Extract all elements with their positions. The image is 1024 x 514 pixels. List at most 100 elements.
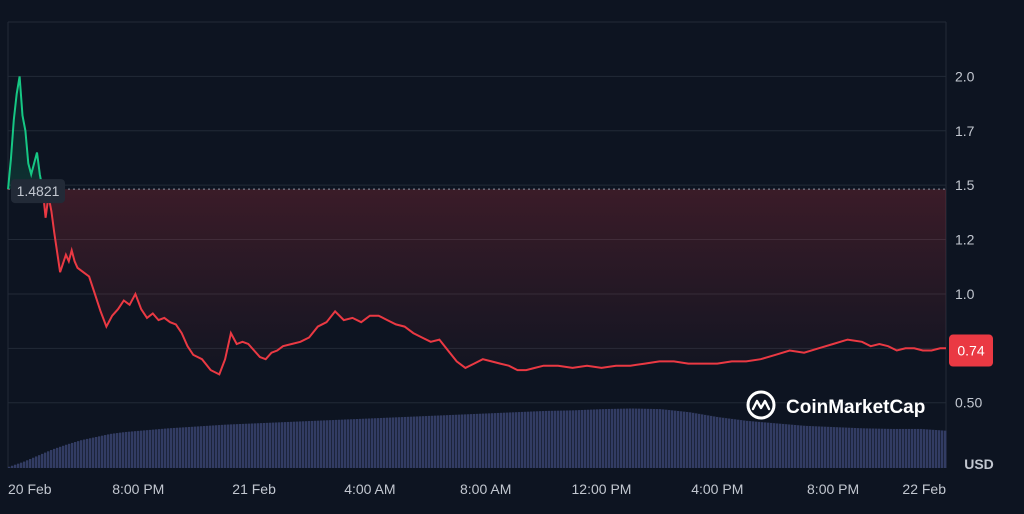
volume-bar — [206, 425, 209, 468]
volume-bar — [737, 419, 740, 468]
x-tick-label: 4:00 AM — [344, 481, 395, 497]
volume-bar — [551, 410, 554, 468]
volume-bar — [47, 451, 50, 468]
volume-bar — [38, 455, 41, 468]
volume-bar — [542, 411, 545, 468]
volume-bar — [794, 424, 797, 468]
current-price-label: 0.74 — [957, 343, 984, 359]
volume-bar — [59, 446, 62, 468]
volume-bar — [278, 422, 281, 468]
volume-bar — [650, 408, 653, 468]
volume-bar — [875, 428, 878, 468]
volume-bar — [335, 419, 338, 468]
volume-bar — [830, 426, 833, 468]
volume-bar — [365, 418, 368, 468]
volume-bar — [467, 414, 470, 468]
x-tick-label: 4:00 PM — [691, 481, 743, 497]
area-fill-below-baseline — [8, 189, 946, 375]
volume-bars — [8, 408, 947, 468]
y-tick-label: 1.2 — [955, 232, 975, 248]
volume-bar — [224, 424, 227, 468]
volume-bar — [155, 429, 158, 468]
volume-bar — [341, 419, 344, 468]
volume-bar — [464, 414, 467, 468]
volume-bar — [926, 429, 929, 468]
volume-bar — [188, 426, 191, 468]
volume-bar — [425, 416, 428, 468]
volume-bar — [554, 410, 557, 468]
volume-bar — [839, 427, 842, 468]
volume-bar — [182, 427, 185, 468]
volume-bar — [131, 431, 134, 468]
volume-bar — [248, 423, 251, 468]
volume-bar — [290, 421, 293, 468]
volume-bar — [671, 410, 674, 468]
volume-bar — [53, 448, 56, 468]
volume-bar — [923, 429, 926, 468]
volume-bar — [161, 428, 164, 468]
volume-bar — [857, 428, 860, 468]
volume-bar — [104, 435, 107, 468]
volume-bar — [806, 425, 809, 468]
volume-bar — [824, 426, 827, 468]
volume-bar — [299, 421, 302, 468]
volume-bar — [929, 429, 932, 468]
volume-bar — [938, 430, 941, 468]
volume-bar — [593, 409, 596, 468]
volume-bar — [344, 419, 347, 468]
volume-bar — [173, 427, 176, 468]
volume-bar — [842, 427, 845, 468]
volume-bar — [239, 424, 242, 468]
volume-bar — [62, 445, 65, 468]
volume-bar — [905, 428, 908, 468]
volume-bar — [107, 434, 110, 468]
volume-bar — [275, 422, 278, 468]
volume-bar — [617, 408, 620, 468]
volume-bar — [476, 413, 479, 468]
volume-bar — [719, 417, 722, 468]
volume-bar — [374, 418, 377, 468]
volume-bar — [704, 414, 707, 468]
x-tick-label: 12:00 PM — [572, 481, 632, 497]
volume-bar — [632, 408, 635, 468]
volume-bar — [302, 421, 305, 468]
volume-bar — [233, 424, 236, 468]
volume-bar — [758, 421, 761, 468]
volume-bar — [845, 427, 848, 468]
volume-bar — [218, 425, 221, 468]
volume-bar — [26, 460, 29, 468]
volume-bar — [683, 411, 686, 468]
volume-bar — [338, 419, 341, 468]
volume-bar — [452, 414, 455, 468]
volume-bar — [560, 410, 563, 468]
x-tick-label: 21 Feb — [232, 481, 276, 497]
volume-bar — [389, 417, 392, 468]
volume-bar — [587, 409, 590, 468]
volume-bar — [98, 436, 101, 468]
volume-bar — [827, 426, 830, 468]
volume-bar — [410, 416, 413, 468]
volume-bar — [431, 415, 434, 468]
x-tick-label: 8:00 AM — [460, 481, 511, 497]
volume-bar — [428, 415, 431, 468]
volume-bar — [392, 417, 395, 468]
volume-bar — [764, 422, 767, 468]
volume-bar — [254, 423, 257, 468]
x-tick-label: 8:00 PM — [807, 481, 859, 497]
volume-bar — [497, 412, 500, 468]
volume-bar — [215, 425, 218, 468]
volume-bar — [770, 422, 773, 468]
volume-bar — [362, 418, 365, 468]
volume-bar — [380, 417, 383, 468]
volume-bar — [653, 408, 656, 468]
volume-bar — [176, 427, 179, 468]
volume-bar — [113, 433, 116, 468]
volume-bar — [185, 427, 188, 468]
volume-bar — [773, 423, 776, 468]
volume-bar — [677, 410, 680, 468]
volume-bar — [566, 410, 569, 468]
volume-bar — [209, 425, 212, 468]
volume-bar — [797, 425, 800, 468]
